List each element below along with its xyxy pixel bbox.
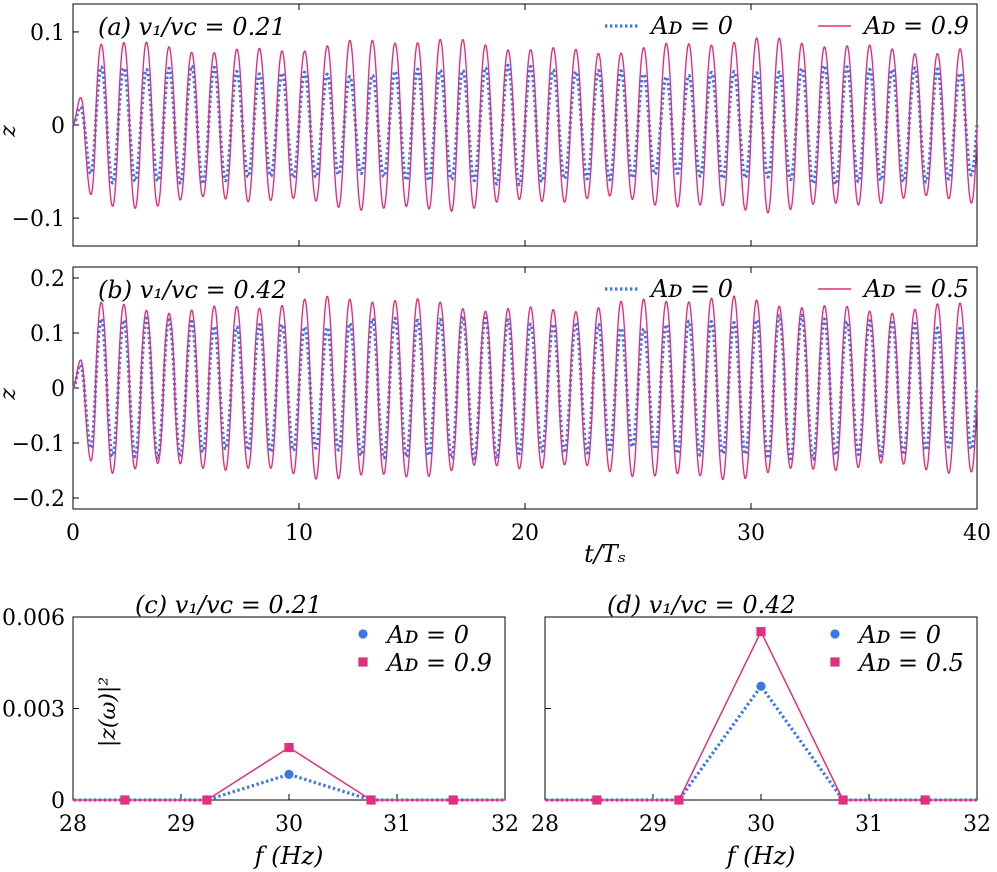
x-tick-label: 20 [511, 521, 539, 546]
series-line-d-0 [545, 683, 977, 802]
legend-label: Aᴅ = 0.5 [857, 649, 964, 677]
y-tick-label: −0.2 [12, 487, 65, 512]
legend-label: Aᴅ = 0.9 [385, 649, 492, 677]
x-tick-label: 28 [59, 812, 87, 837]
panel-label: (b) v₁/vᴄ = 0.42 [98, 276, 287, 304]
panel-label: (a) v₁/vᴄ = 0.21 [98, 13, 286, 41]
data-point-square [838, 795, 848, 805]
y-axis-label: z [0, 388, 21, 401]
x-tick-label: 31 [855, 812, 883, 837]
data-point-square [202, 795, 212, 805]
legend-marker [358, 657, 368, 667]
legend-marker [830, 629, 840, 639]
y-tick-label: 0.1 [30, 322, 65, 347]
x-tick-label: 40 [963, 521, 991, 546]
x-axis-label: f (Hz) [253, 842, 324, 870]
legend-label: Aᴅ = 0 [857, 621, 941, 649]
data-point-square [674, 795, 684, 805]
series-line-a-1 [72, 37, 978, 214]
x-tick-label: 31 [383, 812, 411, 837]
y-tick-label: 0 [51, 114, 65, 139]
data-point-square [756, 627, 766, 637]
y-axis-label: |z(ω)|² [96, 677, 121, 747]
data-point-square [366, 795, 376, 805]
data-point-circle [756, 681, 766, 691]
data-point-circle [284, 769, 294, 779]
data-point-square [284, 742, 294, 753]
panel-d [544, 616, 978, 801]
x-tick-label: 30 [747, 812, 775, 837]
legend-label: Aᴅ = 0 [649, 12, 733, 40]
x-tick-label: 10 [285, 521, 313, 546]
y-axis-label: z [0, 125, 21, 138]
series-line-b-1 [72, 295, 978, 481]
y-tick-label: −0.1 [12, 432, 65, 457]
x-tick-label: 0 [66, 521, 80, 546]
legend-label: Aᴅ = 0.9 [862, 12, 969, 40]
data-point-square [920, 795, 930, 805]
x-tick-label: 32 [963, 812, 991, 837]
y-tick-label: 0.006 [2, 606, 65, 631]
legend-label: Aᴅ = 0 [649, 275, 733, 303]
legend-marker [830, 657, 840, 667]
legend-marker [358, 629, 368, 639]
y-tick-label: 0 [51, 789, 65, 814]
x-tick-label: 32 [491, 812, 519, 837]
y-tick-label: −0.1 [12, 207, 65, 232]
data-point-square [592, 795, 602, 805]
y-tick-label: 0.2 [30, 267, 65, 292]
x-axis-label: t/Tₛ [584, 540, 626, 568]
x-tick-label: 29 [167, 812, 195, 837]
legend-label: Aᴅ = 0 [385, 621, 469, 649]
x-tick-label: 30 [275, 812, 303, 837]
legend-label: Aᴅ = 0.5 [862, 275, 969, 303]
y-tick-label: 0 [51, 377, 65, 402]
data-point-square [120, 795, 130, 805]
y-tick-label: 0.003 [2, 698, 65, 723]
x-axis-label: f (Hz) [725, 842, 796, 870]
panel-label: (d) v₁/vᴄ = 0.42 [607, 591, 796, 619]
x-tick-label: 30 [737, 521, 765, 546]
x-tick-label: 28 [531, 812, 559, 837]
series-line-b-0 [71, 313, 979, 463]
data-point-square [448, 795, 458, 805]
panel-label: (c) v₁/vᴄ = 0.21 [135, 591, 322, 619]
y-tick-label: 0.1 [30, 21, 65, 46]
x-tick-label: 29 [639, 812, 667, 837]
